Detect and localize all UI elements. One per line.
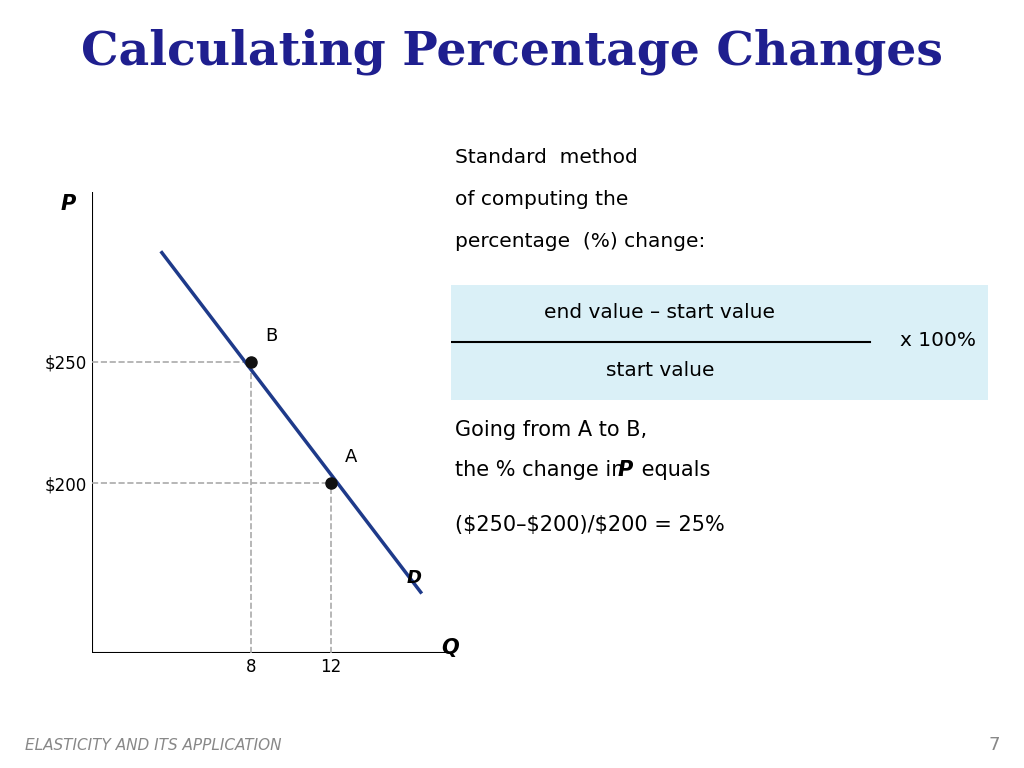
Text: the % change in: the % change in	[455, 460, 631, 480]
Text: Going from A to B,: Going from A to B,	[455, 420, 647, 440]
Text: P: P	[618, 460, 633, 480]
Text: equals: equals	[635, 460, 711, 480]
Text: of computing the: of computing the	[455, 190, 629, 209]
Text: percentage  (%) change:: percentage (%) change:	[455, 232, 706, 251]
Text: Q: Q	[441, 638, 460, 658]
Bar	[440, 285, 988, 400]
Text: ($250–$200)/$200 = 25%: ($250–$200)/$200 = 25%	[455, 515, 725, 535]
Text: B: B	[265, 327, 278, 345]
Text: Standard  method: Standard method	[455, 148, 638, 167]
Text: A: A	[345, 448, 357, 466]
Text: start value: start value	[606, 360, 715, 379]
Text: x 100%: x 100%	[900, 330, 976, 349]
Text: end value – start value: end value – start value	[545, 303, 775, 323]
Text: Calculating Percentage Changes: Calculating Percentage Changes	[81, 28, 943, 75]
Text: Demand for
your websites: Demand for your websites	[202, 224, 338, 266]
Text: P: P	[60, 194, 76, 214]
Text: D: D	[407, 568, 422, 587]
Text: 7: 7	[988, 736, 1000, 754]
Text: ELASTICITY AND ITS APPLICATION: ELASTICITY AND ITS APPLICATION	[25, 737, 282, 753]
Bar	[155, 195, 385, 295]
